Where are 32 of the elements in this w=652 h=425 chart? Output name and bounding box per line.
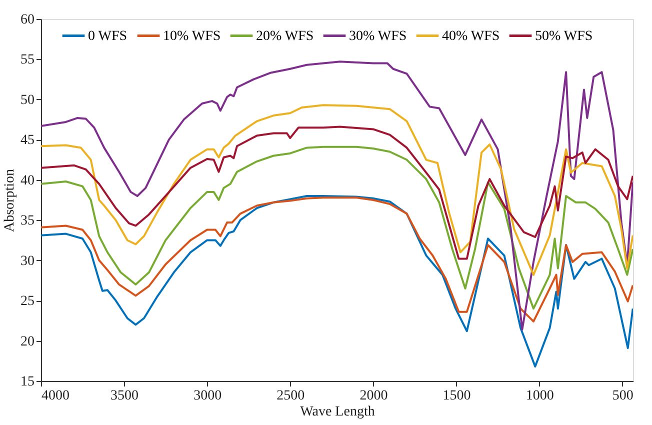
y-tick-label: 35 <box>20 214 34 229</box>
line-series <box>41 146 633 310</box>
y-tick-label: 20 <box>20 334 34 350</box>
y-tick-label: 45 <box>20 133 34 148</box>
y-tick-label: 15 <box>20 374 34 390</box>
legend-label: 40% WFS <box>442 28 500 44</box>
legend-label: 20% WFS <box>256 28 314 44</box>
y-tick-label: 50 <box>20 92 34 108</box>
line-series <box>41 104 633 276</box>
x-tick-label: 4000 <box>42 388 70 404</box>
line-series <box>41 194 633 368</box>
y-tick-label: 25 <box>20 294 34 310</box>
legend-label: 0 WFS <box>88 28 128 44</box>
legend-label: 50% WFS <box>535 28 593 44</box>
x-tick-label: 500 <box>612 388 634 404</box>
x-tick-label: 3500 <box>110 388 139 404</box>
x-tick-label: 2000 <box>360 388 388 404</box>
line-series <box>41 60 633 331</box>
y-tick-label: 60 <box>20 12 34 28</box>
x-tick-label: 1500 <box>442 388 471 404</box>
x-tick-label: 3000 <box>194 388 222 404</box>
y-axis-title: Absorption <box>2 169 18 232</box>
x-axis-title: Wave Length <box>300 404 375 420</box>
line-series <box>41 196 633 322</box>
y-tick-label: 55 <box>20 52 34 68</box>
y-tick-label: 40 <box>20 173 34 188</box>
legend-label: 10% WFS <box>163 28 221 44</box>
x-tick-label: 1000 <box>526 388 554 404</box>
y-tick-label: 30 <box>20 254 34 269</box>
legend-label: 30% WFS <box>349 28 407 44</box>
x-tick-label: 2500 <box>276 388 305 404</box>
line-series <box>41 126 633 260</box>
